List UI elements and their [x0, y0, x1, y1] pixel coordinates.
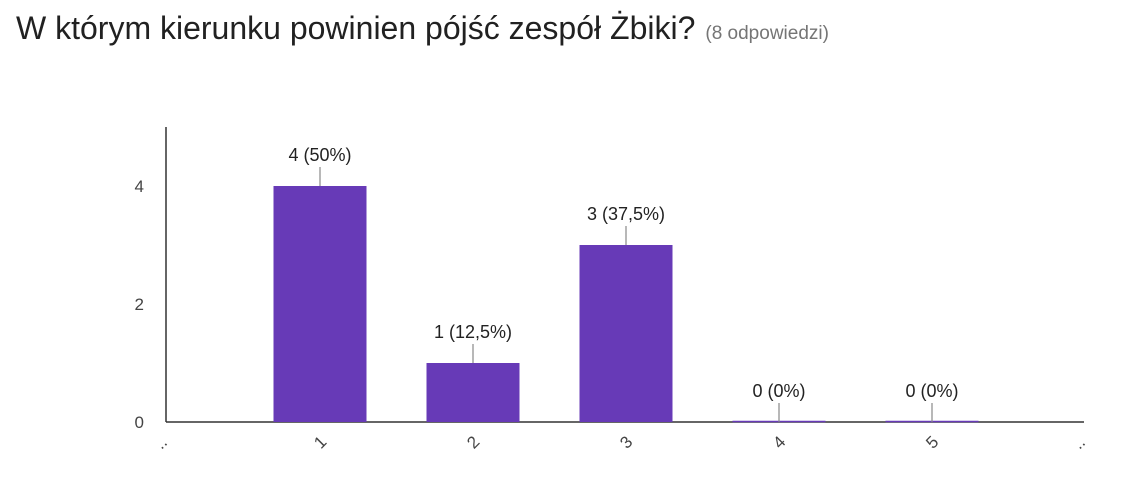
data-label: 0 (0%) [905, 381, 958, 401]
x-axis-edge-mark-right: .. [1069, 433, 1089, 453]
bar-3 [579, 245, 673, 422]
bar-2 [426, 363, 520, 422]
x-tick-label: 5 [922, 432, 942, 452]
bar-1 [273, 186, 367, 422]
x-tick-label: 4 [769, 432, 789, 452]
data-label: 0 (0%) [752, 381, 805, 401]
chart-title: W którym kierunku powinien pójść zespół … [16, 10, 696, 46]
y-tick-label: 4 [135, 177, 144, 196]
y-tick-label: 0 [135, 413, 144, 432]
response-count: (8 odpowiedzi) [705, 23, 829, 44]
chart-header: W którym kierunku powinien pójść zespół … [16, 10, 829, 47]
data-label: 3 (37,5%) [587, 204, 665, 224]
data-label: 1 (12,5%) [434, 322, 512, 342]
x-tick-label: 3 [616, 432, 636, 452]
x-tick-label: 1 [310, 432, 330, 452]
y-tick-label: 2 [135, 295, 144, 314]
data-label: 4 (50%) [288, 145, 351, 165]
x-tick-label: 2 [463, 432, 483, 452]
x-axis-edge-mark-left: .. [151, 433, 171, 453]
